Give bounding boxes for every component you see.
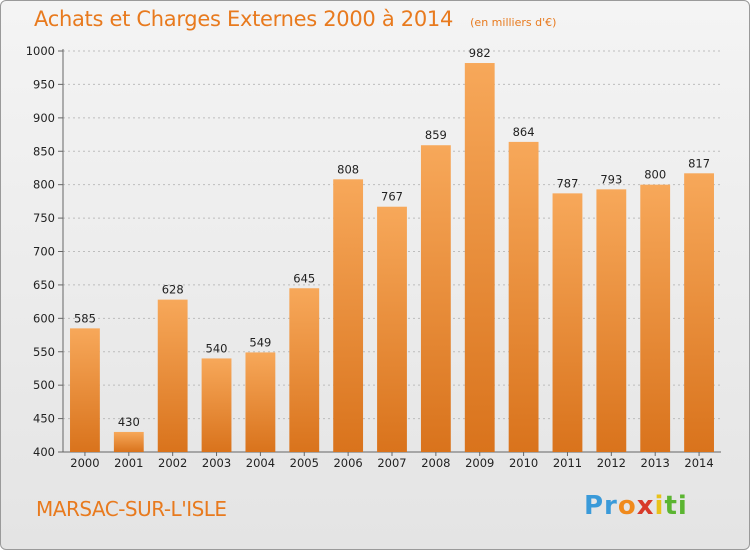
city-name: MARSAC-SUR-L'ISLE xyxy=(36,497,227,521)
logo-part-1: Pr xyxy=(584,491,618,521)
chart-subtitle: (en milliers d'€) xyxy=(470,16,557,29)
y-tick-label: 450 xyxy=(33,412,55,426)
bar-2005 xyxy=(289,288,320,452)
value-label-2005: 645 xyxy=(293,271,315,285)
value-label-2007: 767 xyxy=(381,190,403,204)
y-tick-label: 400 xyxy=(33,445,55,459)
value-label-2013: 800 xyxy=(644,168,666,182)
value-label-2004: 549 xyxy=(249,335,271,349)
value-label-2010: 864 xyxy=(513,125,535,139)
proxiti-logo: Proxiti xyxy=(584,491,688,521)
x-tick-label-2001: 2001 xyxy=(114,456,143,470)
bar-2014 xyxy=(684,173,714,452)
y-tick-label: 900 xyxy=(33,111,55,125)
bar-2006 xyxy=(333,179,364,452)
y-tick-label: 850 xyxy=(33,144,55,158)
value-label-2014: 817 xyxy=(688,156,710,170)
x-tick-label-2010: 2010 xyxy=(509,456,538,470)
x-tick-label-2011: 2011 xyxy=(553,456,582,470)
bar-2008 xyxy=(420,145,451,453)
y-tick-label: 800 xyxy=(33,178,55,192)
bar-2013 xyxy=(640,184,671,452)
x-tick-label-2000: 2000 xyxy=(70,456,99,470)
y-tick-label: 750 xyxy=(33,211,55,225)
y-tick-label: 550 xyxy=(33,345,55,359)
logo-part-5: ti xyxy=(664,491,688,521)
value-label-2012: 793 xyxy=(600,172,622,186)
y-tick-label: 600 xyxy=(33,311,55,325)
y-tick-label: 950 xyxy=(33,77,55,91)
value-label-2001: 430 xyxy=(118,415,140,429)
logo-part-4: i xyxy=(654,491,665,521)
y-tick-label: 500 xyxy=(33,378,55,392)
bar-2012 xyxy=(596,189,627,452)
bar-2004 xyxy=(245,352,276,452)
y-tick-label: 1000 xyxy=(26,44,55,58)
bar-2003 xyxy=(201,358,232,452)
x-tick-label-2008: 2008 xyxy=(421,456,450,470)
bar-2007 xyxy=(377,206,407,452)
x-tick-label-2014: 2014 xyxy=(684,456,713,470)
x-tick-label-2013: 2013 xyxy=(641,456,670,470)
value-label-2011: 787 xyxy=(556,176,578,190)
bar-2009 xyxy=(464,63,495,452)
value-label-2009: 982 xyxy=(469,46,491,60)
x-tick-label-2002: 2002 xyxy=(158,456,187,470)
x-tick-label-2009: 2009 xyxy=(465,456,494,470)
bar-2001 xyxy=(113,431,144,452)
x-tick-label-2005: 2005 xyxy=(290,456,319,470)
logo-part-3: x xyxy=(636,491,655,521)
x-tick-label-2006: 2006 xyxy=(333,456,362,470)
value-label-2002: 628 xyxy=(162,283,184,297)
chart-title: Achats et Charges Externes 2000 à 2014 xyxy=(34,7,454,31)
x-tick-label-2004: 2004 xyxy=(246,456,275,470)
bar-2000 xyxy=(70,328,100,452)
chart-title-row: Achats et Charges Externes 2000 à 2014 (… xyxy=(34,7,556,31)
x-tick-label-2007: 2007 xyxy=(377,456,406,470)
value-label-2008: 859 xyxy=(425,128,447,142)
value-label-2006: 808 xyxy=(337,162,359,176)
x-tick-label-2003: 2003 xyxy=(202,456,231,470)
bar-2002 xyxy=(157,299,188,452)
y-tick-label: 700 xyxy=(33,245,55,259)
y-tick-label: 650 xyxy=(33,278,55,292)
value-label-2000: 585 xyxy=(74,311,96,325)
logo-part-2: o xyxy=(617,491,637,521)
bar-2011 xyxy=(552,193,583,453)
x-tick-label-2012: 2012 xyxy=(597,456,626,470)
value-label-2003: 540 xyxy=(206,341,228,355)
bar-2010 xyxy=(508,141,539,453)
